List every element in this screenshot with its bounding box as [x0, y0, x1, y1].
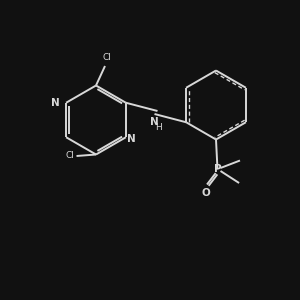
- Text: H: H: [156, 123, 162, 132]
- Text: Cl: Cl: [102, 53, 111, 62]
- Text: N: N: [128, 134, 136, 144]
- Text: O: O: [201, 188, 210, 198]
- Text: N: N: [150, 117, 159, 127]
- Text: P: P: [214, 164, 221, 175]
- Text: N: N: [51, 98, 60, 108]
- Text: Cl: Cl: [65, 152, 74, 160]
